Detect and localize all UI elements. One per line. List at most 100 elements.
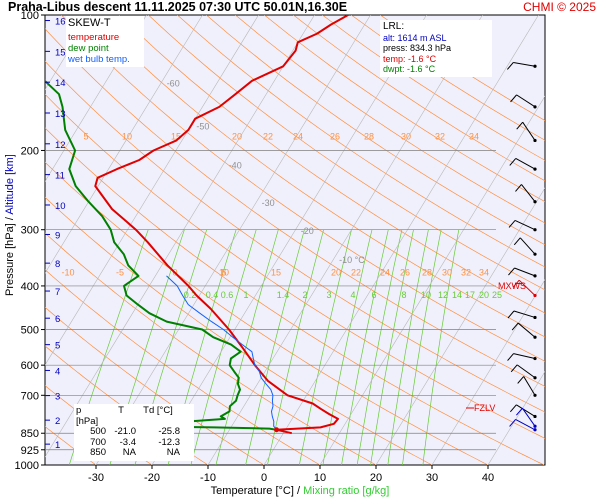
summary-table-header: p [hPa] T Td [°C] [76,405,192,427]
wind-barb-feather [507,310,515,319]
isotherm-line [95,15,371,465]
mixing-ratio-label: 1.4 [277,290,290,300]
altitude-tick-label: 12 [55,140,66,151]
y-tick-label: 200 [21,145,39,157]
y-tick-label: 400 [21,281,39,293]
altitude-tick-label: 13 [55,109,66,120]
fzlv-label: FZLV [474,403,496,413]
mixing-ratio-line [245,229,305,465]
chart-title: Praha-Libus descent 11.11.2025 07:30 UTC… [8,0,348,14]
table-cell: NA [166,447,180,458]
mixing-ratio-line [422,229,460,465]
altitude-tick-label: 8 [55,259,60,270]
dry-adiabat-line [148,15,545,291]
table-cell: -12.3 [158,436,180,448]
summary-table: p [hPa] T Td [°C] 500 -21.0 -25.8 700 -3… [74,404,194,461]
lrl-info: LRL: alt: 1614 m ASL press: 834.3 hPa te… [380,20,492,77]
wind-barbs [506,61,537,432]
potential-temp-label: 34 [479,267,489,277]
x-tick-label: 20 [370,472,382,484]
dry-adiabat-line [177,15,545,268]
table-row: 700 -3.4 -12.3 [76,436,192,449]
wind-barb-feather [509,404,517,413]
dry-adiabat-line [45,60,545,413]
x-title-separator: / [297,485,301,497]
wind-barb-feather [507,353,514,361]
isotherm-line [375,187,545,465]
y-title-altitude: Altitude [km] [4,154,16,215]
wind-barb-dot [533,335,537,339]
isotherm-line [45,15,315,458]
profiles [45,15,349,435]
y-tick-label: 500 [21,325,39,337]
wind-barb-feather [508,267,515,276]
isotherm-line [319,95,545,465]
altitude-tick-label: 6 [55,314,60,325]
potential-temp-label: 30 [401,131,411,141]
altitude-tick-label: 10 [55,201,66,212]
altitude-tick-label: 2 [55,416,60,427]
mixing-ratio-label: 8 [401,290,406,300]
table-cell: NA [122,447,136,458]
wind-barb-feather [516,121,524,130]
wind-barb-feather [512,279,520,288]
table-cell: 850 [90,447,106,458]
x-tick-label: 40 [482,472,494,484]
potential-temp-label: 15 [271,267,281,277]
wind-barb-shaft [516,94,536,108]
wind-barb-shaft [522,121,536,141]
isotherm-line [431,279,545,465]
table-cell: 700 [90,436,106,448]
potential-temp-label: 32 [435,131,445,141]
y-tick-label: 1000 [15,460,39,472]
potential-temp-label: 5 [83,131,88,141]
wind-barb-dot [533,356,537,361]
mixing-ratio-label: 0.2 [184,290,197,300]
wind-barb-feather [515,184,522,192]
wind-barb-dot [533,252,537,256]
potential-temp-label: 10 [122,131,132,141]
mixing-ratio-label: 4 [350,290,355,300]
series-dew-point-line [45,79,277,431]
wind-barb-shaft [517,322,536,338]
wind-barb-dot [533,167,537,171]
mixing-ratio-line [370,229,414,465]
wind-barb-dot [533,64,537,68]
wind-barb-shaft [518,279,536,296]
mixing-ratio-label: 14 [452,290,462,300]
y-tick-label: 600 [21,360,39,372]
y-tick-label: 100 [21,10,39,22]
lrl-alt: alt: 1614 m ASL [383,32,447,43]
table-cell: -25.8 [158,426,180,437]
y-tick-label: 300 [21,225,39,237]
wind-barb-feather [509,419,516,427]
wind-barb-shaft [521,184,536,203]
dry-adiabat-line [264,15,545,203]
wind-barb-shaft [515,157,536,170]
x-tick-label: -10 [200,472,216,484]
mixing-ratio-label: 3 [326,290,331,300]
isotherm-label: -20 [301,226,314,236]
wind-barb-shaft [514,219,536,231]
potential-temp-label: 15 [171,131,181,141]
altitude-tick-label: 7 [55,287,60,298]
wind-barb-dot [533,428,537,432]
mixing-ratio-label: 12 [438,290,448,300]
wind-barb-feather [509,158,517,166]
dry-adiabat-line [61,15,545,362]
wind-barb-shaft [513,310,536,318]
y-title-separator: / [4,217,16,221]
mixing-ratio-label: 17 [465,290,475,300]
y-tick-label: 850 [21,428,39,440]
dry-adiabat-line [90,15,545,338]
series-temperature-line [94,15,349,435]
wind-barb-feather [516,407,523,416]
credit-link[interactable]: CHMI © 2025 [523,0,596,14]
mixing-ratio-label: 1 [243,290,248,300]
x-tick-label: -30 [88,472,104,484]
isotherm-line [151,15,427,465]
wind-barb-dot [533,105,537,109]
isotherm-line [263,15,539,465]
